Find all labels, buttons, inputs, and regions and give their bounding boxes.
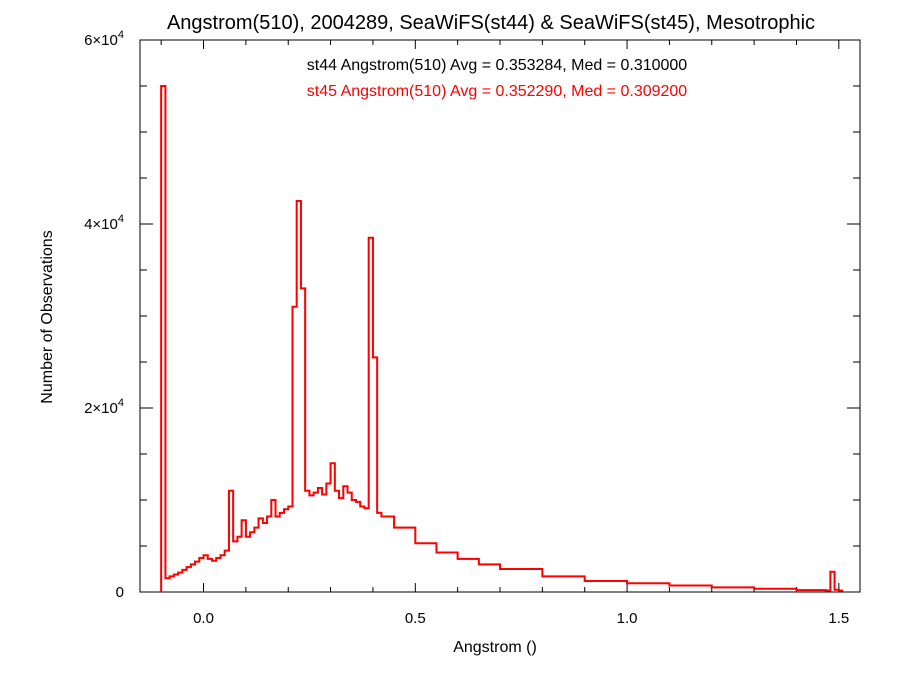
- x-tick-label: 0.0: [193, 610, 214, 627]
- axis-ticks: [140, 39, 860, 593]
- y-tick-label: 0: [116, 584, 124, 601]
- x-tick-label: 1.5: [828, 610, 849, 627]
- y-tick-label: 2×104: [84, 397, 124, 417]
- y-tick-label: 4×104: [84, 213, 124, 233]
- x-tick-label: 0.5: [405, 610, 426, 627]
- series-st45-line: [160, 85, 844, 592]
- y-axis-label: Number of Observations: [39, 230, 56, 403]
- x-tick-label: 1.0: [617, 610, 638, 627]
- y-tick-label: 6×104: [84, 29, 124, 49]
- annotation-st45: st45 Angstrom(510) Avg = 0.352290, Med =…: [307, 83, 688, 100]
- x-tick-labels: 0.0 0.5 1.0 1.5: [193, 610, 849, 627]
- chart-title: Angstrom(510), 2004289, SeaWiFS(st44) & …: [167, 12, 815, 34]
- annotation-st44: st44 Angstrom(510) Avg = 0.353284, Med =…: [307, 57, 688, 74]
- y-tick-labels: 0 2×104 4×104 6×104: [84, 29, 124, 601]
- series-layer: [160, 85, 844, 592]
- x-axis-label: Angstrom (): [453, 639, 537, 656]
